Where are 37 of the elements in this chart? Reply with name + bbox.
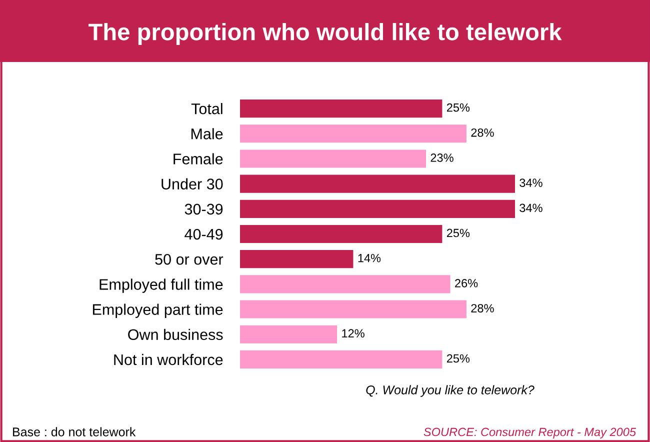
y-tick-label: Male [191,128,223,140]
bar [240,250,354,268]
data-label: 25% [446,103,470,112]
y-tick-label: 50 or over [155,254,224,265]
bar [240,124,466,143]
bar [240,325,338,344]
y-tick-label: Employed part time [92,304,223,318]
bar [240,200,515,218]
bar [240,275,450,294]
bar [240,224,442,244]
y-tick-label: 40-49 [184,228,223,240]
source-note: SOURCE: Consumer Report - May 2005 [424,428,636,439]
data-label: 25% [446,354,470,363]
data-label: 25% [446,228,470,238]
bar [240,100,442,118]
bar [240,300,466,318]
y-tick-label: Not in workforce [114,354,223,366]
y-tick-label: 30-39 [184,204,223,215]
y-tick-label: Own business [128,328,223,340]
y-tick-label: Female [174,153,223,164]
data-label: 12% [342,329,364,338]
text: Base : do not telework [13,427,136,436]
text: Q. Would you like to telework? [366,385,534,397]
chart-title: The proportion who would like to telework [88,22,562,46]
bar [240,350,442,368]
y-tick-label: Employed full time [100,278,223,293]
data-label: 28% [471,128,494,137]
data-label: 23% [430,154,454,162]
data-label: 28% [471,304,494,312]
y-tick-label: Under 30 [162,178,223,190]
bar [240,150,426,168]
data-label: 14% [358,254,381,262]
data-label: 26% [455,278,478,288]
y-tick-label: Total [191,103,222,114]
bar [240,174,515,193]
data-label: 34% [520,204,542,212]
data-label: 34% [520,178,542,187]
